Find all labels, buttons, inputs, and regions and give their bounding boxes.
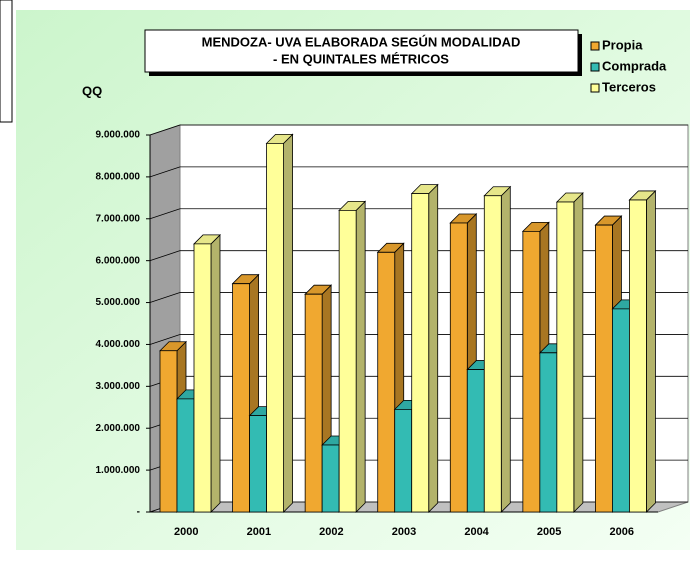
bar xyxy=(628,189,657,513)
y-tick-label: 4.000.000 xyxy=(96,339,141,350)
bar-face xyxy=(449,222,468,513)
bar xyxy=(410,183,439,513)
bar-face xyxy=(210,233,221,513)
bar xyxy=(193,233,221,513)
bar-face xyxy=(595,224,613,513)
y-tick-label: 6.000.000 xyxy=(96,255,141,266)
grid-line xyxy=(149,250,181,262)
bar-face xyxy=(500,185,511,513)
y-tick-label: 8.000.000 xyxy=(96,172,141,183)
x-tick-label: 2002 xyxy=(319,526,343,538)
y-tick-label: 7.000.000 xyxy=(96,213,141,224)
bar-face xyxy=(159,350,178,513)
bar-face xyxy=(283,133,293,513)
x-tick-label: 2000 xyxy=(174,526,198,538)
bar-face xyxy=(466,369,485,513)
bar xyxy=(483,185,512,513)
frame-fragment xyxy=(0,0,13,123)
bar-face xyxy=(612,308,630,513)
x-tick-label: 2006 xyxy=(609,526,633,538)
grid-line xyxy=(149,166,181,178)
x-tick-label: 2004 xyxy=(464,526,489,538)
grid-line xyxy=(149,124,181,136)
legend-label: Propia xyxy=(602,37,643,52)
bar-face xyxy=(304,293,323,513)
bar-face xyxy=(176,398,195,513)
y-tick-label: 2.000.000 xyxy=(96,423,141,434)
bar-face xyxy=(411,193,430,513)
y-tick-label: 9.000.000 xyxy=(96,130,141,141)
y-tick-label: 1.000.000 xyxy=(96,465,141,476)
bar-face xyxy=(522,230,541,513)
legend-label: Comprada xyxy=(602,58,667,73)
bar-face xyxy=(355,200,366,513)
bar-face xyxy=(394,408,413,513)
legend-swatch xyxy=(590,62,600,72)
bar-face xyxy=(321,444,340,513)
bar-face xyxy=(232,283,250,513)
bar-face xyxy=(266,142,284,513)
legend-swatch xyxy=(590,41,600,51)
bar-face xyxy=(573,192,584,513)
grid-line xyxy=(149,334,181,345)
bar-face xyxy=(539,352,558,513)
bar xyxy=(338,200,367,513)
y-tick-label: 5.000.000 xyxy=(96,297,141,308)
y-axis-label: QQ xyxy=(82,83,102,98)
legend-label: Terceros xyxy=(602,79,656,94)
bar-face xyxy=(428,183,439,513)
chart-title: - EN QUINTALES MÉTRICOS xyxy=(273,51,449,66)
bar-face xyxy=(483,195,502,513)
bar xyxy=(555,192,584,513)
bar-face xyxy=(377,251,396,513)
x-tick-label: 2001 xyxy=(247,526,271,538)
bar-face xyxy=(646,189,656,513)
y-tick-label: 3.000.000 xyxy=(96,381,141,392)
bar-face xyxy=(556,201,575,513)
bar xyxy=(265,133,294,513)
x-tick-label: 2005 xyxy=(537,526,561,538)
y-tick-label: - xyxy=(137,507,140,518)
bar-face xyxy=(249,415,267,513)
title-box xyxy=(144,29,579,73)
x-tick-label: 2003 xyxy=(392,526,416,538)
grid-line xyxy=(149,208,181,220)
legend-swatch xyxy=(590,83,600,93)
grid-line xyxy=(149,292,181,303)
chart-title: MENDOZA- UVA ELABORADA SEGÚN MODALIDAD xyxy=(202,34,521,49)
bar-face xyxy=(629,199,647,513)
bar-face xyxy=(338,209,357,513)
bar-face xyxy=(193,243,212,513)
